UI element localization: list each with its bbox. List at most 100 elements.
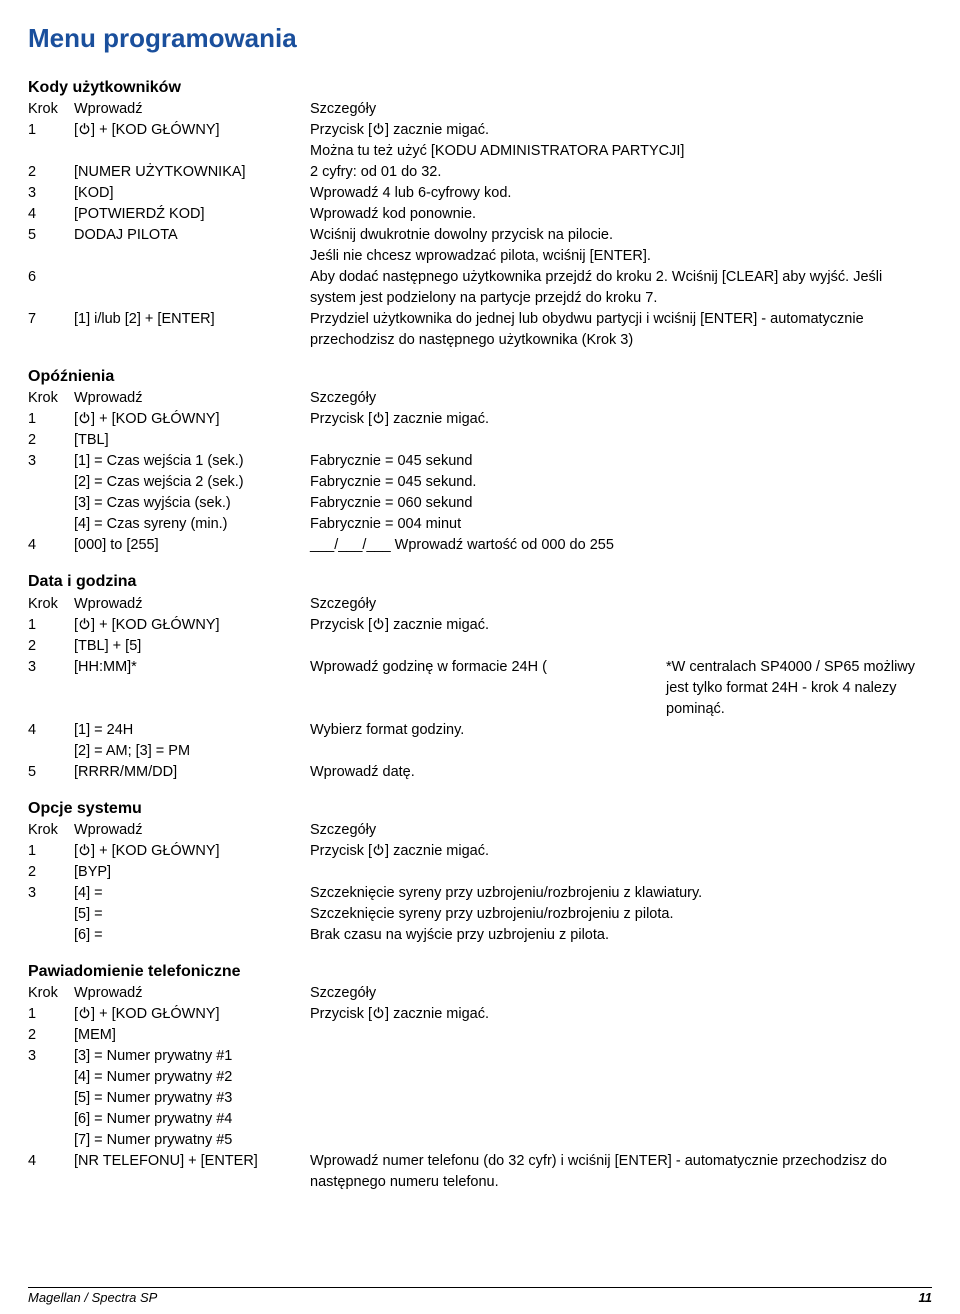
step-input-post: ] + [KOD GŁÓWNY] (91, 1006, 220, 1022)
step-num: 1 (28, 120, 74, 141)
page-title: Menu programowania (28, 20, 932, 58)
step-detail: Fabrycznie = 045 sekund. (310, 472, 932, 493)
step-detail: Przydziel użytkownika do jednej lub obyd… (310, 309, 932, 351)
step-input: [5] = Numer prywatny #3 (74, 1088, 310, 1109)
table-header: Krok Wprowadź Szczegóły (28, 594, 932, 615)
table-row: Można tu też użyć [KODU ADMINISTRATORA P… (28, 141, 932, 162)
step-input: [NR TELEFONU] + [ENTER] (74, 1151, 310, 1172)
step-num: 6 (28, 267, 74, 288)
step-input: [] + [KOD GŁÓWNY] (74, 841, 310, 862)
step-detail: Można tu też użyć [KODU ADMINISTRATORA P… (310, 141, 932, 162)
table-row: [2] = AM; [3] = PM (28, 741, 932, 762)
col-krok: Krok (28, 99, 74, 120)
table-row: 2 [TBL] (28, 430, 932, 451)
step-num: 1 (28, 409, 74, 430)
det-pre: Przycisk [ (310, 411, 372, 427)
step-input: [BYP] (74, 862, 310, 883)
col-szczegoly: Szczegóły (310, 594, 932, 615)
step-input: [6] = Numer prywatny #4 (74, 1109, 310, 1130)
table-row: Jeśli nie chcesz wprowadzać pilota, wciś… (28, 246, 932, 267)
table-row: 1 [] + [KOD GŁÓWNY] Przycisk [] zacznie … (28, 120, 932, 141)
step-detail: 2 cyfry: od 01 do 32. (310, 162, 932, 183)
step-num: 1 (28, 615, 74, 636)
table-row: 1 [] + [KOD GŁÓWNY] Przycisk [] zacznie … (28, 841, 932, 862)
step-num: 4 (28, 204, 74, 225)
step-num: 2 (28, 430, 74, 451)
step-num: 1 (28, 841, 74, 862)
table-row: 3 [HH:MM]* *W centralach SP4000 / SP65 m… (28, 657, 932, 720)
table-header: Krok Wprowadź Szczegóły (28, 820, 932, 841)
table-row: 1 [] + [KOD GŁÓWNY] Przycisk [] zacznie … (28, 1004, 932, 1025)
step-detail: Jeśli nie chcesz wprowadzać pilota, wciś… (310, 246, 932, 267)
step-num: 2 (28, 162, 74, 183)
step-input: [] + [KOD GŁÓWNY] (74, 120, 310, 141)
table-row: 5 [RRRR/MM/DD] Wprowadź datę. (28, 762, 932, 783)
step-num: 2 (28, 1025, 74, 1046)
power-icon (78, 617, 91, 630)
power-icon (78, 122, 91, 135)
table-row: 3 [3] = Numer prywatny #1 (28, 1046, 932, 1067)
step-num: 3 (28, 451, 74, 472)
table-row: 2 [NUMER UŻYTKOWNIKA] 2 cyfry: od 01 do … (28, 162, 932, 183)
step-detail: Wprowadź 4 lub 6-cyfrowy kod. (310, 183, 932, 204)
step-num: 4 (28, 535, 74, 556)
table-opoznienia: 1 [] + [KOD GŁÓWNY] Przycisk [] zacznie … (28, 409, 932, 556)
power-icon (372, 122, 385, 135)
table-row: 4 [000] to [255] ___/___/___ Wprowadź wa… (28, 535, 932, 556)
step-num: 3 (28, 183, 74, 204)
step-num: 3 (28, 883, 74, 904)
step-detail: Wprowadź kod ponownie. (310, 204, 932, 225)
step-input: [4] = Numer prywatny #2 (74, 1067, 310, 1088)
step-detail: Przycisk [] zacznie migać. (310, 1004, 932, 1025)
step-num: 1 (28, 1004, 74, 1025)
step-detail: *W centralach SP4000 / SP65 możliwy jest… (310, 657, 932, 720)
step-num: 5 (28, 762, 74, 783)
step-input-post: ] + [KOD GŁÓWNY] (91, 617, 220, 633)
step-input: [2] = Czas wejścia 2 (sek.) (74, 472, 310, 493)
step-num: 7 (28, 309, 74, 330)
col-krok: Krok (28, 820, 74, 841)
step-detail: Wybierz format godziny. (310, 720, 932, 741)
step-detail: Aby dodać następnego użytkownika przejdź… (310, 267, 932, 309)
col-szczegoly: Szczegóły (310, 388, 932, 409)
det-post: ] zacznie migać. (385, 617, 489, 633)
step-input: [6] = (74, 925, 310, 946)
table-row: [4] = Numer prywatny #2 (28, 1067, 932, 1088)
table-row: 2 [MEM] (28, 1025, 932, 1046)
section-title-opcje: Opcje systemu (28, 797, 932, 820)
table-row: [3] = Czas wyjścia (sek.) Fabrycznie = 0… (28, 493, 932, 514)
table-row: 2 [TBL] + [5] (28, 636, 932, 657)
table-row: 1 [] + [KOD GŁÓWNY] Przycisk [] zacznie … (28, 409, 932, 430)
step-input-post: ] + [KOD GŁÓWNY] (91, 122, 220, 138)
step-input: [7] = Numer prywatny #5 (74, 1130, 310, 1151)
table-row: 7 [1] i/lub [2] + [ENTER] Przydziel użyt… (28, 309, 932, 351)
table-row: 4 [1] = 24H Wybierz format godziny. (28, 720, 932, 741)
table-header: Krok Wprowadź Szczegóły (28, 388, 932, 409)
table-row: 4 [POTWIERDŹ KOD] Wprowadź kod ponownie. (28, 204, 932, 225)
det-pre: Przycisk [ (310, 617, 372, 633)
step-detail: Wprowadź datę. (310, 762, 932, 783)
table-header: Krok Wprowadź Szczegóły (28, 99, 932, 120)
step-num: 3 (28, 657, 74, 678)
step-input: [NUMER UŻYTKOWNIKA] (74, 162, 310, 183)
step-input: [HH:MM]* (74, 657, 310, 678)
col-wprowadz: Wprowadź (74, 820, 310, 841)
step-detail: Szczeknięcie syreny przy uzbrojeniu/rozb… (310, 904, 932, 925)
col-krok: Krok (28, 594, 74, 615)
step-detail: Szczeknięcie syreny przy uzbrojeniu/rozb… (310, 883, 932, 904)
power-icon (78, 411, 91, 424)
step-input-post: ] + [KOD GŁÓWNY] (91, 411, 220, 427)
table-dataigodzina: 1 [] + [KOD GŁÓWNY] Przycisk [ ] zacznie … (28, 615, 932, 783)
step-detail: Przycisk [ ] zacznie migać. (310, 615, 932, 636)
col-szczegoly: Szczegóły (310, 820, 932, 841)
step-num: 4 (28, 1151, 74, 1172)
step-input: [4] = (74, 883, 310, 904)
step-num: 5 (28, 225, 74, 246)
step-detail: ___/___/___ Wprowadź wartość od 000 do 2… (310, 535, 932, 556)
power-icon (372, 411, 385, 424)
step-input: [1] = Czas wejścia 1 (sek.) (74, 451, 310, 472)
step-input: [] + [KOD GŁÓWNY] (74, 615, 310, 636)
table-row: [7] = Numer prywatny #5 (28, 1130, 932, 1151)
footer-rule (28, 1287, 932, 1288)
col-wprowadz: Wprowadź (74, 388, 310, 409)
